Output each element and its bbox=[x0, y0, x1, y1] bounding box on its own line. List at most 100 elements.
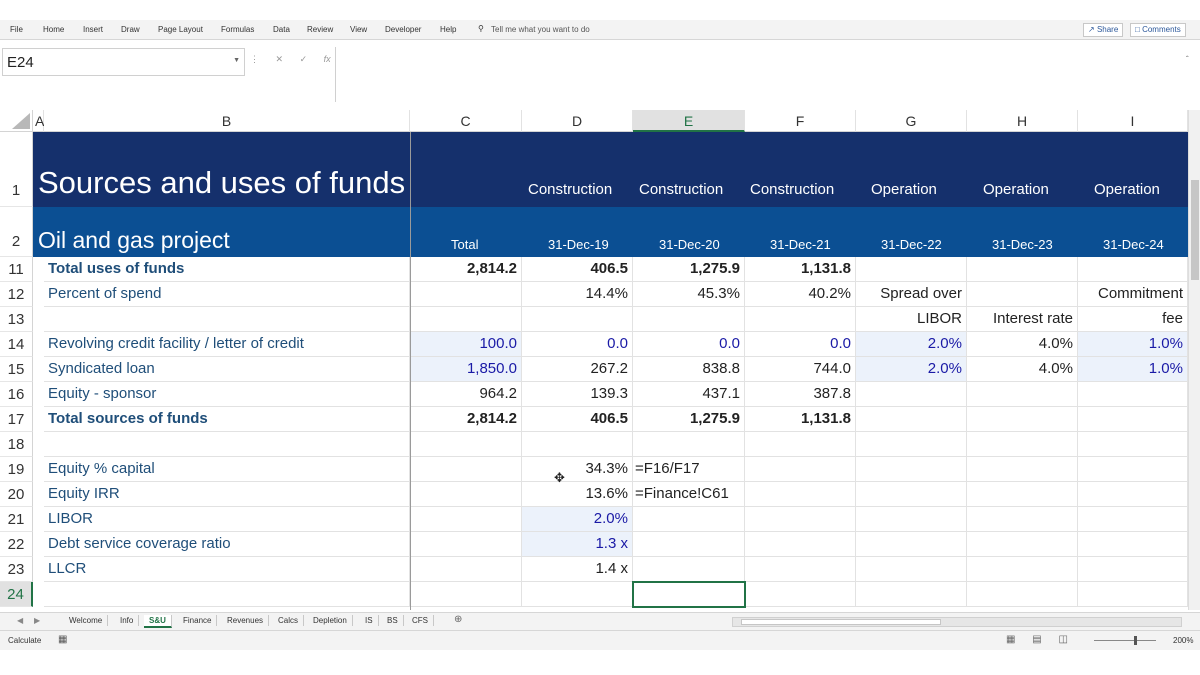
row-header-19[interactable]: 19 bbox=[0, 457, 33, 482]
zoom-slider-knob[interactable] bbox=[1134, 636, 1137, 645]
cell-c22[interactable] bbox=[410, 532, 522, 557]
menu-view[interactable]: View bbox=[350, 25, 368, 34]
cell-i21[interactable] bbox=[1078, 507, 1188, 532]
spreadsheet-grid[interactable]: A B C D E F G H I Sources and uses of fu… bbox=[0, 110, 1188, 610]
cell-f19[interactable] bbox=[745, 457, 856, 482]
cell-i13[interactable]: fee bbox=[1078, 307, 1188, 332]
cell-d16[interactable]: 139.3 bbox=[522, 382, 633, 407]
cell-c14[interactable]: 100.0 bbox=[410, 332, 522, 357]
column-header-g[interactable]: G bbox=[856, 110, 967, 132]
column-header-a[interactable]: A bbox=[33, 110, 44, 132]
cell-i16[interactable] bbox=[1078, 382, 1188, 407]
cell-i14[interactable]: 1.0% bbox=[1078, 332, 1188, 357]
cell-c18[interactable] bbox=[410, 432, 522, 457]
cell-e19-formula[interactable]: =F16/F17 bbox=[633, 457, 745, 482]
label-libor[interactable]: LIBOR bbox=[44, 507, 410, 532]
cell-e20-formula[interactable]: =Finance!C61 bbox=[633, 482, 745, 507]
menu-page-layout[interactable]: Page Layout bbox=[158, 25, 203, 34]
cell-h12[interactable] bbox=[967, 282, 1078, 307]
page-break-view-icon[interactable]: ◫ bbox=[1058, 634, 1068, 645]
cell-g16[interactable] bbox=[856, 382, 967, 407]
insert-function-icon[interactable]: fx bbox=[323, 54, 331, 64]
cell-h11[interactable] bbox=[967, 257, 1078, 282]
label-equity-irr[interactable]: Equity IRR bbox=[44, 482, 410, 507]
cell-f14[interactable]: 0.0 bbox=[745, 332, 856, 357]
name-box[interactable]: E24 ▼ bbox=[2, 48, 245, 76]
cell-f18[interactable] bbox=[745, 432, 856, 457]
zoom-slider[interactable] bbox=[1094, 640, 1156, 641]
cell-d12[interactable]: 14.4% bbox=[522, 282, 633, 307]
cell-h14[interactable]: 4.0% bbox=[967, 332, 1078, 357]
column-header-e[interactable]: E bbox=[633, 110, 745, 132]
tab-info[interactable]: Info bbox=[115, 615, 140, 626]
tell-me-search[interactable]: Tell me what you want to do bbox=[491, 25, 590, 34]
cell-h17[interactable] bbox=[967, 407, 1078, 432]
cell-g23[interactable] bbox=[856, 557, 967, 582]
cell-h23[interactable] bbox=[967, 557, 1078, 582]
column-header-b[interactable]: B bbox=[44, 110, 410, 132]
menu-formulas[interactable]: Formulas bbox=[221, 25, 255, 34]
cell-i17[interactable] bbox=[1078, 407, 1188, 432]
add-sheet-icon[interactable]: ⊕ bbox=[454, 614, 463, 625]
column-header-h[interactable]: H bbox=[967, 110, 1078, 132]
cell-e16[interactable]: 437.1 bbox=[633, 382, 745, 407]
cell-i18[interactable] bbox=[1078, 432, 1188, 457]
cell-h15[interactable]: 4.0% bbox=[967, 357, 1078, 382]
tab-revenues[interactable]: Revenues bbox=[222, 615, 270, 626]
cell-h22[interactable] bbox=[967, 532, 1078, 557]
cell-d19[interactable]: 34.3% bbox=[522, 457, 633, 482]
row-header-11[interactable]: 11 bbox=[0, 257, 33, 282]
cell-h20[interactable] bbox=[967, 482, 1078, 507]
row-header-1[interactable]: 1 bbox=[0, 132, 33, 207]
row-header-20[interactable]: 20 bbox=[0, 482, 33, 507]
cell-b13[interactable] bbox=[44, 307, 410, 332]
cell-c16[interactable]: 964.2 bbox=[410, 382, 522, 407]
cell-i20[interactable] bbox=[1078, 482, 1188, 507]
cell-f16[interactable]: 387.8 bbox=[745, 382, 856, 407]
cell-g14[interactable]: 2.0% bbox=[856, 332, 967, 357]
cell-d22[interactable]: 1.3 x bbox=[522, 532, 633, 557]
cell-g12[interactable]: Spread over bbox=[856, 282, 967, 307]
label-revolving-credit[interactable]: Revolving credit facility / letter of cr… bbox=[44, 332, 410, 357]
chevron-down-icon[interactable]: ▼ bbox=[233, 57, 240, 64]
column-header-c[interactable]: C bbox=[410, 110, 522, 132]
cell-e21[interactable] bbox=[633, 507, 745, 532]
cell-b18[interactable] bbox=[44, 432, 410, 457]
row-header-14[interactable]: 14 bbox=[0, 332, 33, 357]
formula-input[interactable] bbox=[335, 47, 1200, 102]
horizontal-scroll-thumb[interactable] bbox=[741, 619, 941, 625]
label-equity-sponsor[interactable]: Equity - sponsor bbox=[44, 382, 410, 407]
cell-i11[interactable] bbox=[1078, 257, 1188, 282]
menu-review[interactable]: Review bbox=[307, 25, 334, 34]
cell-h21[interactable] bbox=[967, 507, 1078, 532]
enter-check-icon[interactable]: ✓ bbox=[299, 54, 308, 64]
cell-f22[interactable] bbox=[745, 532, 856, 557]
comments-button[interactable]: □ Comments bbox=[1130, 23, 1186, 37]
cell-e13[interactable] bbox=[633, 307, 745, 332]
cell-g24[interactable] bbox=[856, 582, 967, 607]
cell-c11[interactable]: 2,814.2 bbox=[410, 257, 522, 282]
cell-i24[interactable] bbox=[1078, 582, 1188, 607]
cell-i12[interactable]: Commitment bbox=[1078, 282, 1188, 307]
row-header-24[interactable]: 24 bbox=[0, 582, 33, 607]
cell-b24[interactable] bbox=[44, 582, 410, 607]
label-total-uses[interactable]: Total uses of funds bbox=[44, 257, 410, 282]
label-llcr[interactable]: LLCR bbox=[44, 557, 410, 582]
menu-insert[interactable]: Insert bbox=[83, 25, 104, 34]
cell-h24[interactable] bbox=[967, 582, 1078, 607]
cell-e23[interactable] bbox=[633, 557, 745, 582]
cell-h16[interactable] bbox=[967, 382, 1078, 407]
cell-d21[interactable]: 2.0% bbox=[522, 507, 633, 532]
cell-e22[interactable] bbox=[633, 532, 745, 557]
cell-f21[interactable] bbox=[745, 507, 856, 532]
menu-home[interactable]: Home bbox=[43, 25, 65, 34]
row-header-22[interactable]: 22 bbox=[0, 532, 33, 557]
tab-finance[interactable]: Finance bbox=[178, 615, 218, 626]
row-header-17[interactable]: 17 bbox=[0, 407, 33, 432]
cell-e15[interactable]: 838.8 bbox=[633, 357, 745, 382]
tab-depletion[interactable]: Depletion bbox=[308, 615, 353, 626]
cell-d24[interactable] bbox=[522, 582, 633, 607]
cell-c20[interactable] bbox=[410, 482, 522, 507]
cell-f20[interactable] bbox=[745, 482, 856, 507]
cell-g18[interactable] bbox=[856, 432, 967, 457]
